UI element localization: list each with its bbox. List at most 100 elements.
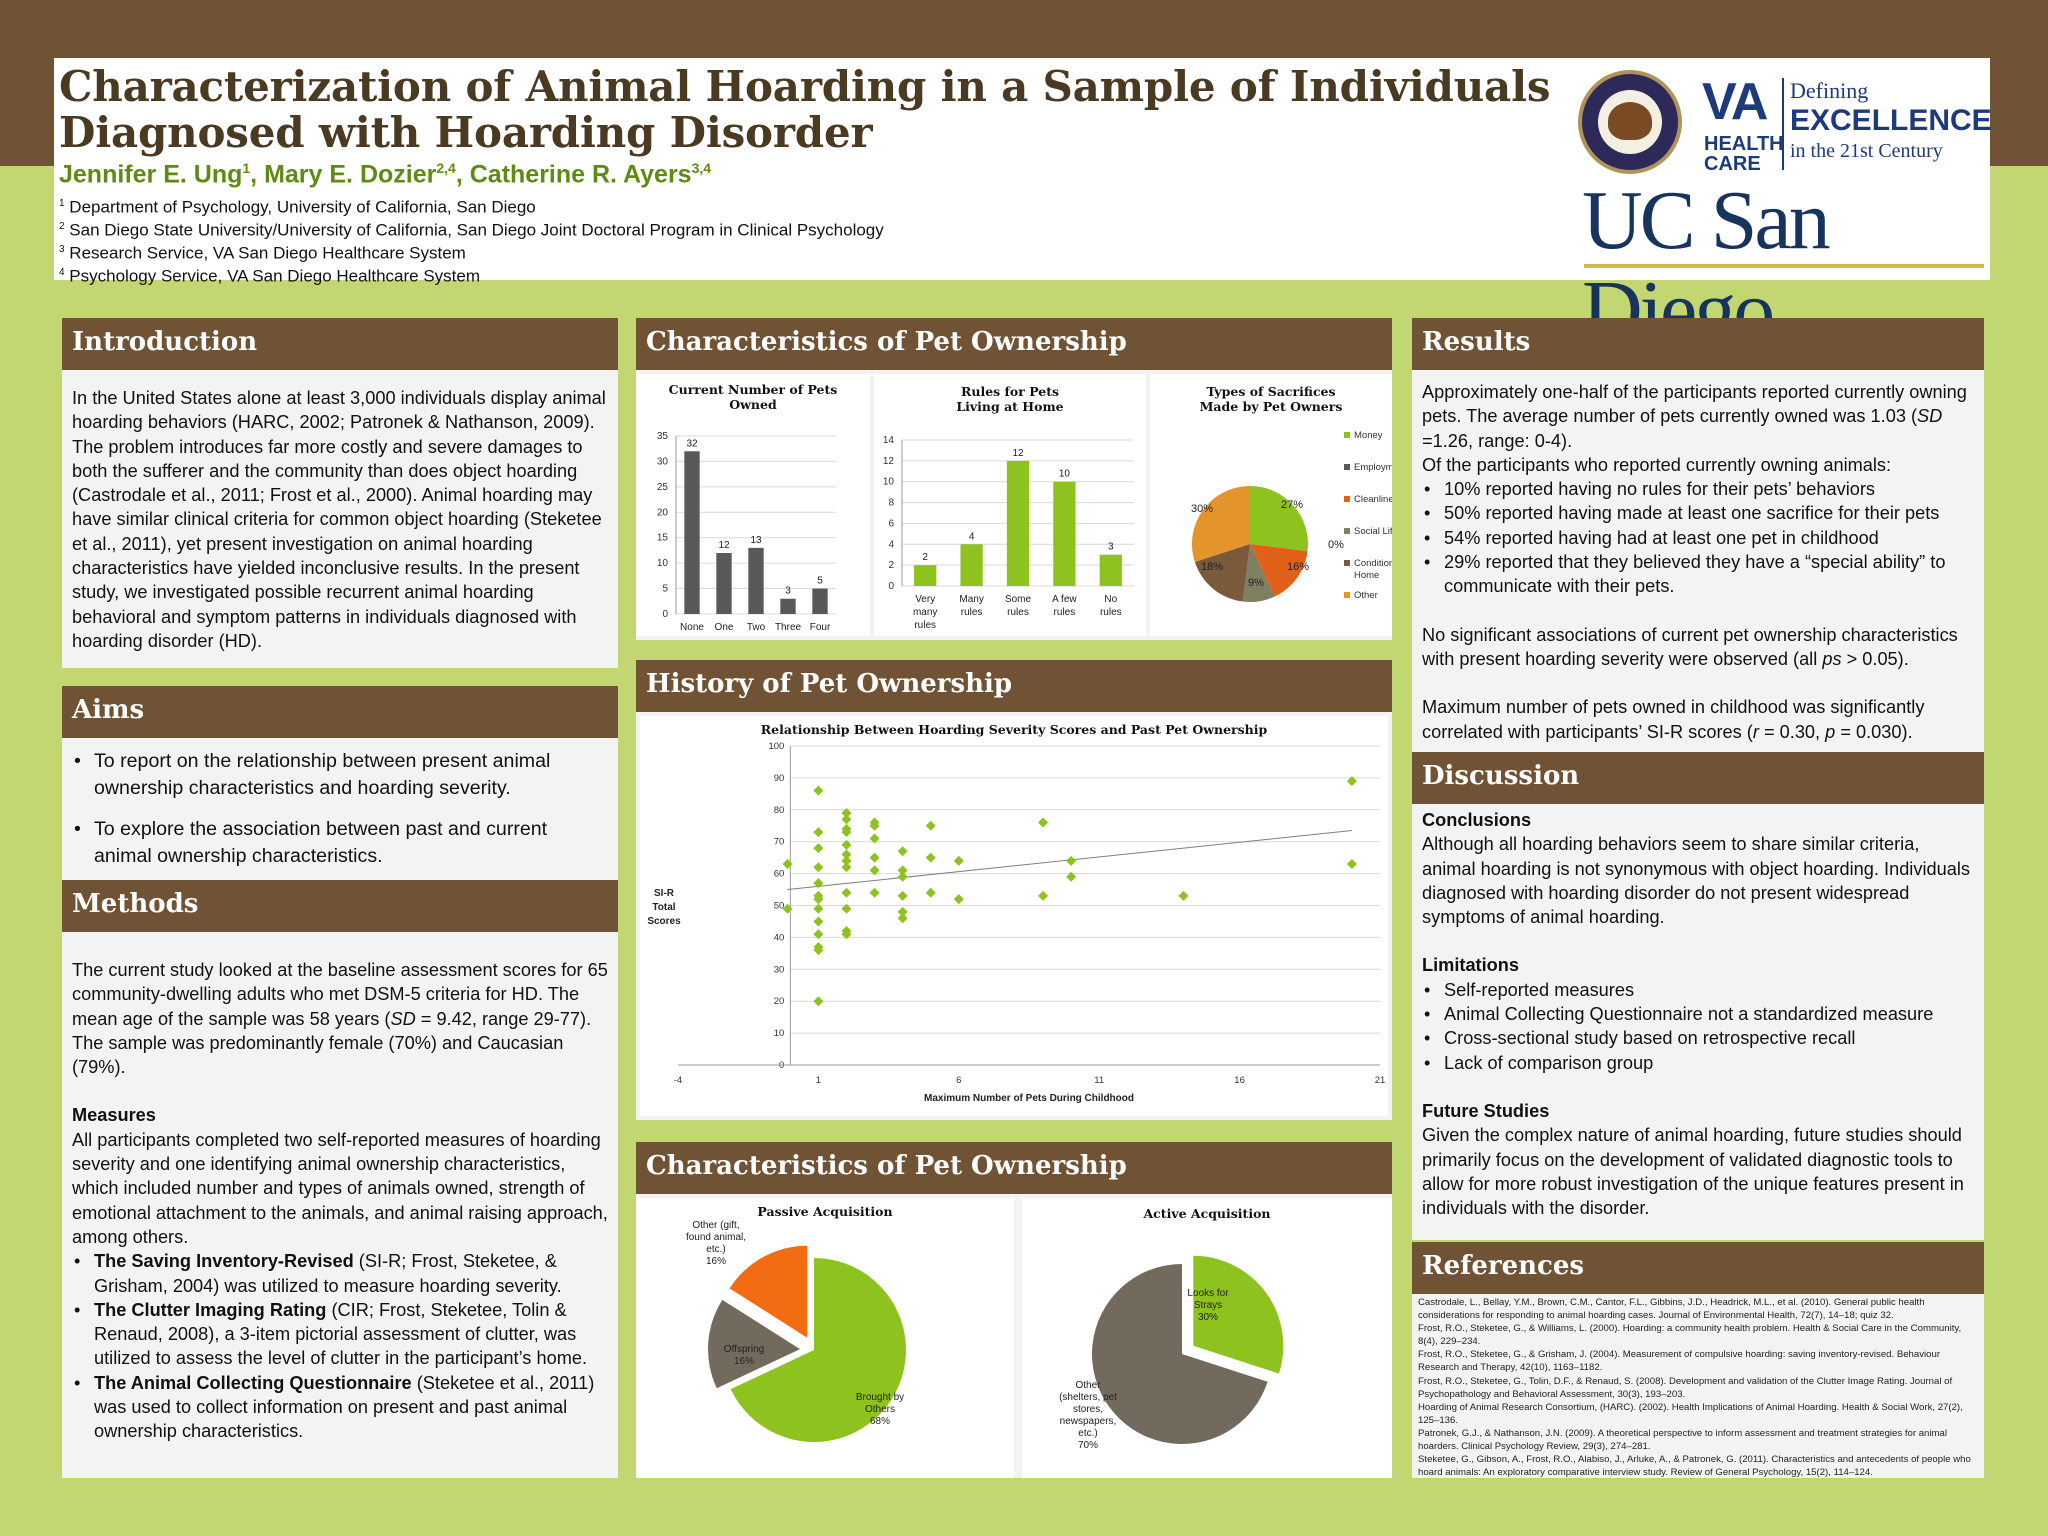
slice-label: Offspring [724, 1344, 764, 1355]
author-2: Mary E. Dozier [264, 160, 437, 189]
slice-label: Other [1075, 1380, 1101, 1391]
data-point [869, 833, 880, 844]
chart-title: Passive Acquisition [757, 1204, 893, 1219]
aims-item: To explore the association between past … [72, 816, 608, 870]
data-point [925, 887, 936, 898]
bar [914, 565, 937, 586]
bar [716, 552, 732, 614]
y-tick-label: 8 [888, 498, 894, 509]
sacrifices-pie-svg: 27% 0% 16% 9% 18% 30% Money Employment Cleanline… [1191, 430, 1392, 602]
limitations-heading: Limitations [1422, 955, 1520, 976]
va-logo-line-1: Defining [1790, 78, 1869, 103]
data-point [897, 890, 908, 901]
y-tick-label: 10 [657, 558, 669, 569]
legend-swatch [1344, 432, 1350, 438]
slice-label: 30% [1191, 503, 1213, 515]
scatter-chart: Relationship Between Hoarding Severity S… [640, 716, 1388, 1116]
affiliation-1-sup: 1 [59, 198, 65, 209]
slice-label: 16% [706, 1256, 726, 1267]
data-label: 2 [922, 552, 928, 563]
history-heading: History of Pet Ownership [636, 660, 1392, 712]
discussion-heading: Discussion [1412, 752, 1984, 804]
va-logo-line-2: EXCELLENCE [1790, 104, 1992, 137]
y-tick-label: 90 [774, 773, 785, 784]
data-point [813, 945, 824, 956]
results-p3b: > 0.05). [1841, 648, 1909, 669]
y-axis-title: Total [652, 902, 675, 913]
methods-text: The current study looked at the baseline… [72, 958, 608, 1444]
measure-item: The Saving Inventory-Revised (SI-R; Fros… [72, 1249, 608, 1298]
introduction-text: In the United States alone at least 3,00… [72, 388, 606, 651]
results-item: 10% reported having no rules for their p… [1422, 477, 1974, 502]
data-point [841, 807, 852, 818]
legend-label: Social Life [1354, 526, 1392, 537]
chart-title: Types of Sacrifices Made by Pet Owners [1199, 384, 1343, 414]
y-tick-label: 30 [774, 964, 785, 975]
data-label: 5 [817, 576, 823, 587]
current-pets-bar-svg: 0 5 10 15 20 25 30 35 32 None 12 One 13 Two 3 Three 5 Fou… [657, 431, 836, 633]
pet-characteristics-panel-bottom: Characteristics of Pet Ownership Passive… [636, 1142, 1392, 1478]
author-list: Jennifer E. Ung1, Mary E. Dozier2,4, Cat… [59, 160, 712, 189]
chart-title: Relationship Between Hoarding Severity S… [760, 722, 1268, 737]
va-logo-small: HEALTH CARE [1704, 134, 1784, 174]
pie-slice [1092, 1264, 1268, 1444]
results-p4a: Maximum number of pets owned in childhoo… [1422, 697, 1925, 742]
data-point [1038, 890, 1049, 901]
legend-swatch [1344, 496, 1350, 502]
y-tick-label: 0 [662, 609, 668, 620]
x-tick-label: 21 [1375, 1075, 1386, 1086]
introduction-heading: Introduction [62, 318, 618, 370]
data-point [813, 903, 824, 914]
measure-1-name: The Saving Inventory-Revised [94, 1251, 354, 1272]
pie-slice [729, 1245, 808, 1338]
history-panel: History of Pet Ownership Relationship Be… [636, 660, 1392, 1120]
reference-item: Castrodale, L., Bellay, Y.M., Brown, C.M… [1418, 1297, 1925, 1322]
methods-panel: Methods The current study looked at the … [62, 880, 618, 1478]
bar [1006, 460, 1030, 586]
slice-label: 16% [1287, 561, 1309, 573]
data-point [841, 839, 852, 850]
affiliation-2-text: San Diego State University/University of… [69, 220, 884, 240]
pie-slice [730, 1258, 906, 1442]
slice-label: stores, [1073, 1404, 1103, 1415]
data-label: 32 [686, 438, 698, 449]
reference-item: Steketee, G., Gibson, A., Frost, R.O., A… [1418, 1454, 1971, 1479]
title-line-2: Diagnosed with Hoarding Disorder [59, 108, 873, 157]
x-tick-label: Very [915, 594, 935, 605]
x-tick-label: 11 [1094, 1075, 1104, 1086]
x-tick-label: Some [1005, 594, 1032, 605]
va-seal-logo [1578, 70, 1682, 174]
data-point [869, 887, 880, 898]
title-line-1: Characterization of Animal Hoarding in a… [59, 62, 1551, 111]
y-tick-label: 70 [774, 837, 785, 848]
chart-title: Active Acquisition [1143, 1206, 1271, 1221]
slice-label: Strays [1194, 1300, 1222, 1311]
x-tick-label: rules [914, 620, 936, 631]
data-label: 12 [1012, 448, 1024, 459]
y-tick-label: 15 [657, 533, 669, 544]
author-1-sup: 1 [242, 160, 251, 176]
data-label: 12 [718, 540, 730, 551]
x-tick-label: Four [810, 622, 831, 633]
eagle-icon [1608, 102, 1652, 140]
slice-label: etc.) [1078, 1428, 1097, 1439]
y-tick-label: 12 [883, 456, 895, 467]
x-tick-label: many [913, 607, 937, 618]
bar [684, 451, 700, 614]
pie-slice [1192, 486, 1250, 562]
va-logo-big: VA [1702, 73, 1768, 131]
data-label: 4 [969, 531, 975, 542]
results-item: 50% reported having made at least one sa… [1422, 501, 1974, 526]
results-p1a: Approximately one-half of the participan… [1422, 382, 1967, 427]
results-item: 54% reported having had at least one pet… [1422, 526, 1974, 551]
measure-2-desc: (CIR; Frost, Steketee, Tolin & Renaud, 2… [94, 1299, 588, 1369]
results-p1b: =1.26, range: 0-4). [1422, 430, 1573, 451]
rules-chart: Rules for Pets Living at Home 0 2 4 6 8 10 12 1… [874, 374, 1146, 636]
x-tick-label: Two [747, 622, 766, 633]
bar [1099, 554, 1122, 586]
measures-heading: Measures [72, 1105, 156, 1126]
y-tick-label: 100 [768, 741, 784, 752]
limitation-item: Cross-sectional study based on retrospec… [1422, 1026, 1974, 1051]
chart-title: Current Number of Pets Owned [668, 382, 838, 412]
